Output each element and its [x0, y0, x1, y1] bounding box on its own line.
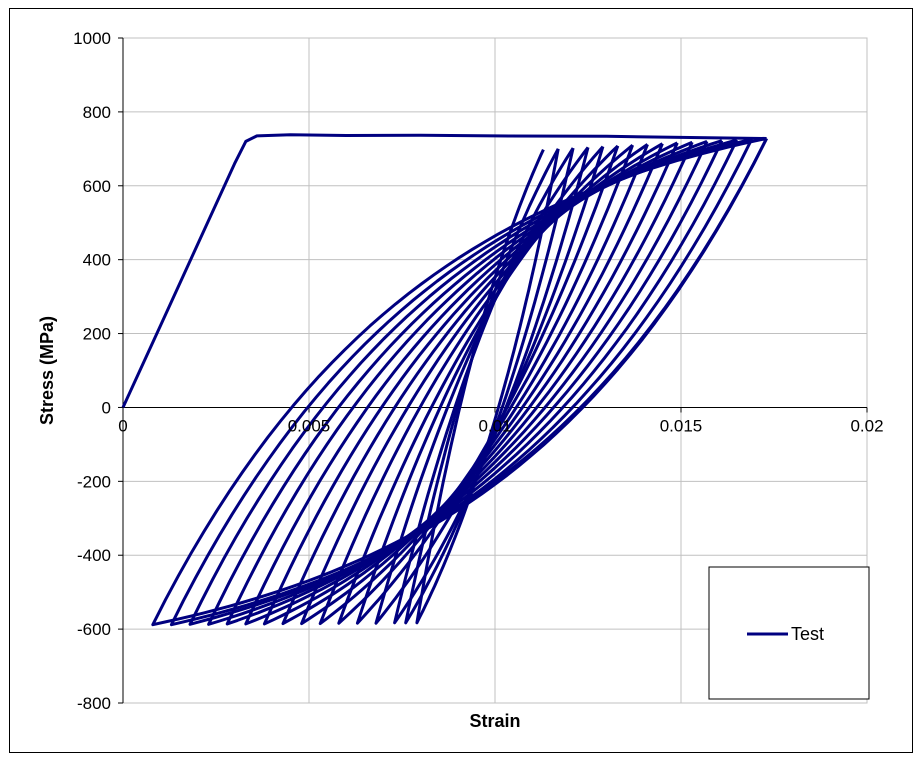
y-tick-label: -200	[77, 472, 111, 491]
y-tick-label: 0	[102, 398, 111, 417]
chart-frame: 0 0.005 0.01 0.015 0.02 -800 -600 -400 -200 0 200…	[9, 8, 913, 753]
y-tick-label: 800	[83, 103, 111, 122]
y-tick-label: 400	[83, 251, 111, 270]
axes	[118, 37, 868, 704]
y-tick-label: -800	[77, 694, 111, 713]
series-line-initial-loading	[121, 133, 767, 409]
x-tick-label: 0.015	[660, 416, 703, 435]
y-tick-labels: -800 -600 -400 -200 0 200 400 600 800 1000	[73, 29, 111, 713]
series-line-cycle	[374, 146, 605, 625]
y-tick-label: 600	[83, 177, 111, 196]
y-tick-label: -600	[77, 620, 111, 639]
x-axis-title: Strain	[469, 711, 520, 731]
x-tick-label: 0	[118, 416, 127, 435]
series-test	[121, 133, 768, 627]
legend-box	[708, 566, 870, 700]
y-axis-title: Stress (MPa)	[37, 316, 57, 425]
series-line-cycle	[355, 145, 620, 625]
legend-label: Test	[791, 624, 824, 644]
stress-strain-chart: 0 0.005 0.01 0.015 0.02 -800 -600 -400 -200 0 200…	[37, 29, 884, 731]
legend: Test	[708, 566, 870, 700]
series-line-cycle	[169, 137, 768, 627]
y-tick-label: -400	[77, 546, 111, 565]
series-line-cycle	[225, 139, 724, 626]
x-tick-label: 0.02	[850, 416, 883, 435]
series-line-cycle	[207, 139, 739, 626]
y-tick-label: 200	[83, 325, 111, 344]
x-tick-label: 0.01	[478, 416, 511, 435]
series-line-cycle	[337, 144, 635, 625]
series-line-cycle	[393, 147, 590, 625]
series-line-cycle	[188, 138, 754, 626]
series-line-cycle	[404, 147, 575, 625]
y-tick-label: 1000	[73, 29, 111, 48]
x-tick-label: 0.005	[288, 416, 331, 435]
series-line-cycle	[415, 148, 560, 625]
x-tick-labels: 0 0.005 0.01 0.015 0.02	[118, 416, 883, 435]
